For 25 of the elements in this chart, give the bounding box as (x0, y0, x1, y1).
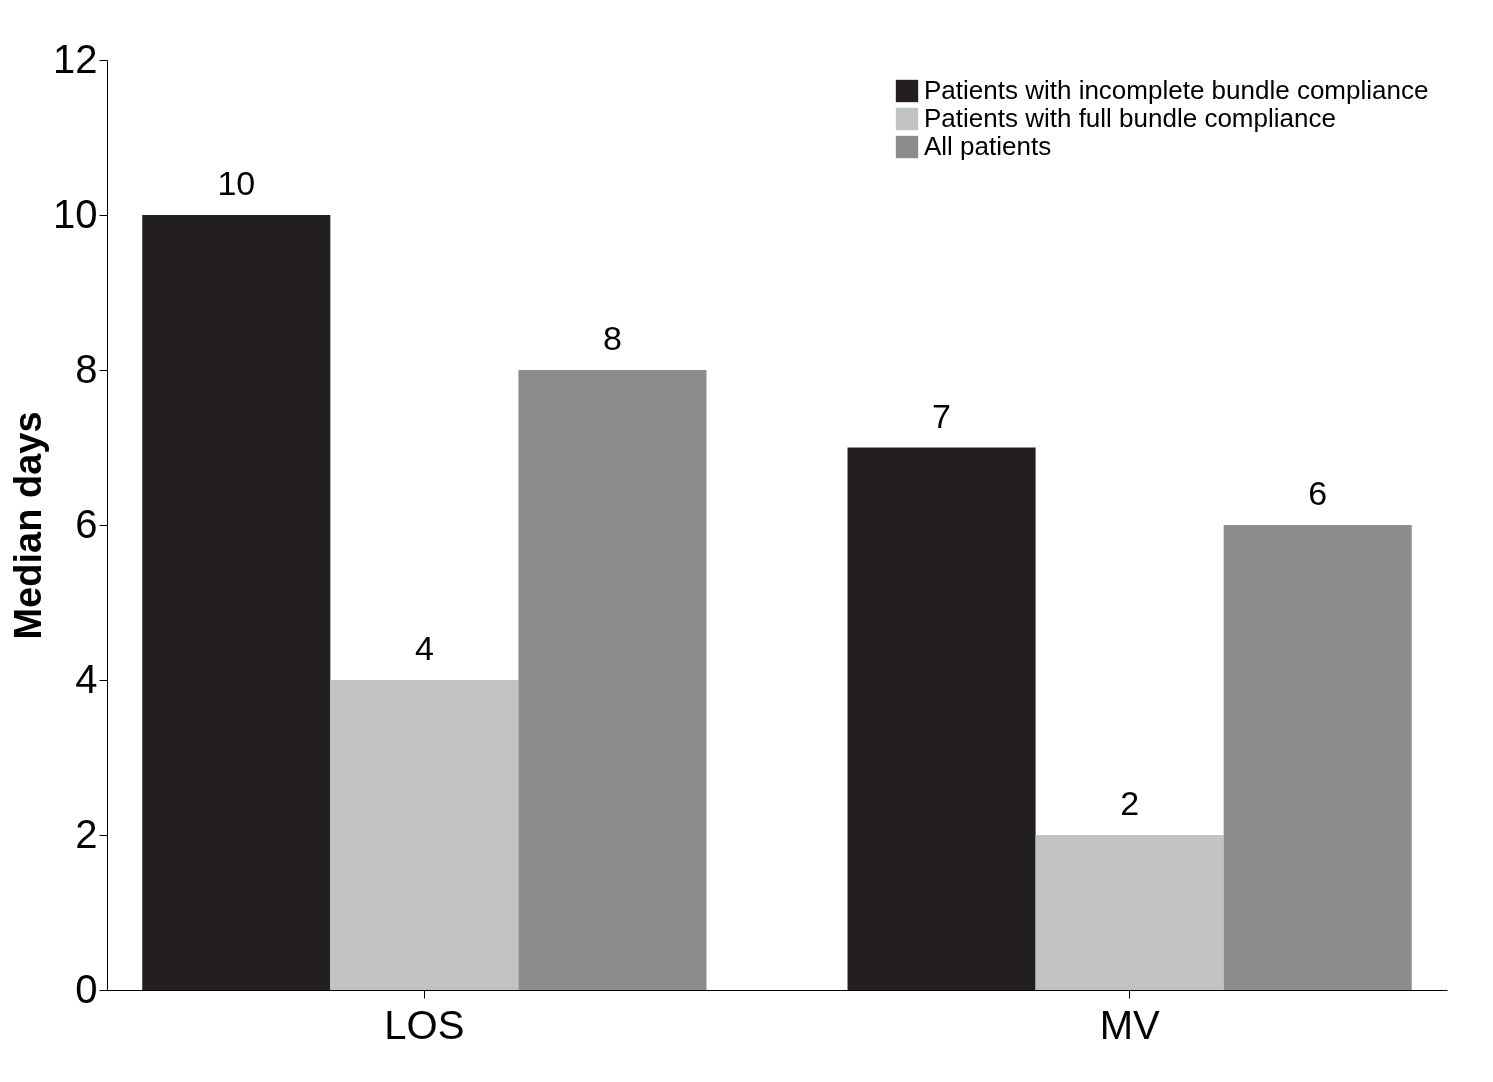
y-tick-label: 10 (53, 191, 98, 236)
legend-label: All patients (924, 131, 1052, 161)
data-label: 7 (932, 396, 952, 435)
y-axis-title: Median days (7, 411, 50, 640)
data-label: 2 (1120, 784, 1140, 822)
data-label: 6 (1308, 474, 1328, 512)
data-label: 4 (414, 629, 434, 667)
bar (518, 370, 707, 990)
y-tick-label: 8 (75, 346, 98, 391)
x-tick-label: LOS (384, 1002, 465, 1047)
data-label: 8 (602, 319, 622, 357)
legend-label: Patients with incomplete bundle compliance (924, 75, 1429, 105)
data-label: 10 (217, 164, 256, 202)
y-tick-label: 12 (53, 36, 98, 81)
y-tick-label: 4 (75, 656, 98, 701)
legend-label: Patients with full bundle compliance (924, 103, 1336, 133)
y-tick-label: 2 (75, 811, 98, 856)
bar (847, 447, 1036, 990)
bar (142, 215, 331, 990)
x-tick-label: MV (1099, 1002, 1160, 1047)
bar (330, 680, 519, 990)
bar (1035, 835, 1224, 990)
y-tick-label: 0 (75, 966, 98, 1011)
bar (1223, 525, 1412, 990)
y-tick-label: 6 (75, 501, 98, 546)
